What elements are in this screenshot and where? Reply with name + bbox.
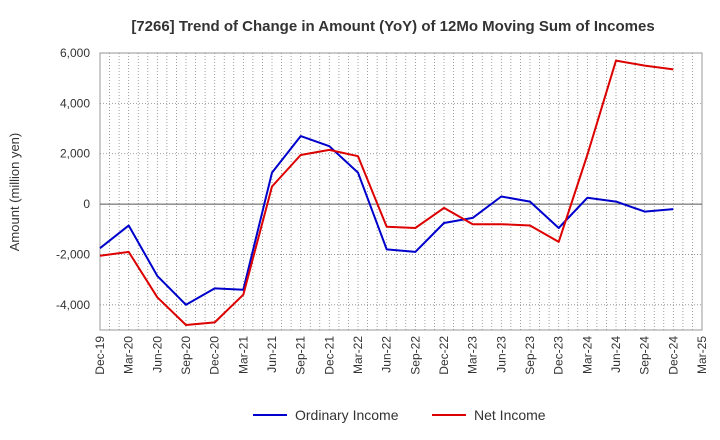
- x-tick-label: Mar-22: [351, 336, 365, 374]
- x-tick-label: Dec-20: [208, 336, 222, 375]
- x-tick-label: Sep-21: [294, 336, 308, 375]
- plot-frame: [99, 52, 703, 331]
- y-tick-label: 6,000: [60, 46, 90, 60]
- x-tick-label: Dec-21: [322, 336, 336, 375]
- x-tick-label: Sep-23: [523, 336, 537, 375]
- chart-title: [7266] Trend of Change in Amount (YoY) o…: [131, 18, 654, 35]
- y-tick-label: 0: [83, 197, 90, 211]
- y-tick-label: 4,000: [60, 96, 90, 110]
- x-tick-label: Dec-22: [437, 336, 451, 375]
- legend-label-net-income: Net Income: [474, 407, 546, 423]
- y-tick-label: 2,000: [60, 147, 90, 161]
- grid: [99, 52, 703, 331]
- y-tick-labels: -4,000 -2,000 0 2,000 4,000 6,000: [56, 46, 90, 312]
- series-layer: [99, 59, 674, 326]
- x-tick-label: Jun-20: [150, 336, 164, 373]
- legend: Ordinary Income Net Income: [253, 407, 546, 423]
- series-line-ordinary-income: [99, 135, 674, 306]
- x-tick-label: Mar-25: [695, 336, 709, 374]
- legend-label-ordinary-income: Ordinary Income: [295, 407, 399, 423]
- x-tick-label: Jun-21: [265, 336, 279, 373]
- series-line-net-income: [99, 59, 674, 326]
- x-tick-label: Jun-22: [380, 336, 394, 373]
- x-tick-label: Jun-24: [609, 336, 623, 373]
- y-tick-label: -2,000: [56, 247, 90, 261]
- y-axis-label: Amount (million yen): [7, 133, 22, 252]
- x-tick-label: Mar-21: [236, 336, 250, 374]
- x-tick-label: Mar-20: [122, 336, 136, 374]
- x-tick-labels: Dec-19 Mar-20 Jun-20 Sep-20 Dec-20 Mar-21 Jun-…: [93, 336, 709, 375]
- x-tick-label: Dec-23: [552, 336, 566, 375]
- x-tick-label: Dec-24: [666, 336, 680, 375]
- x-tick-label: Sep-24: [638, 336, 652, 375]
- x-tick-label: Sep-22: [408, 336, 422, 375]
- x-tick-label: Mar-24: [580, 336, 594, 374]
- x-tick-label: Dec-19: [93, 336, 107, 375]
- x-tick-label: Jun-23: [494, 336, 508, 373]
- y-tick-label: -4,000: [56, 298, 90, 312]
- x-tick-label: Mar-23: [466, 336, 480, 374]
- x-tick-label: Sep-20: [179, 336, 193, 375]
